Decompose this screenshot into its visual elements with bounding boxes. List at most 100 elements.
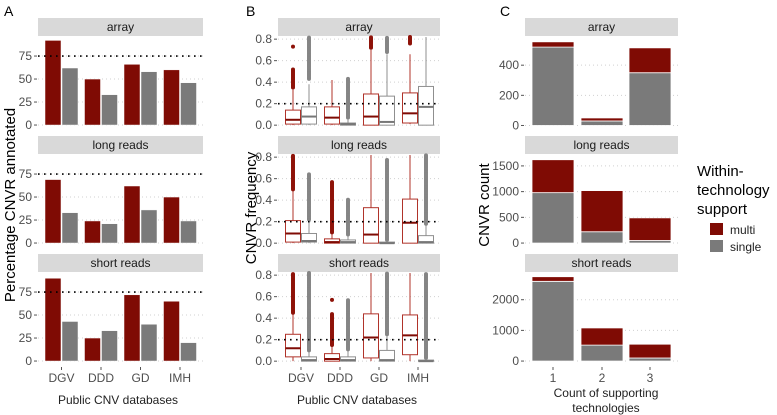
outlier-point-multi (291, 67, 295, 72)
x-tick-label: 1 (550, 371, 557, 385)
y-tick-label: 50 (19, 308, 33, 322)
x-tick-label: DGV (48, 371, 74, 385)
y-tick-label: 200 (499, 88, 519, 102)
bar-single (101, 330, 118, 362)
outlier-point-multi (369, 35, 373, 40)
outlier-point-single (385, 35, 389, 40)
y-tick-label: 0.6 (255, 290, 272, 304)
box-single (379, 349, 395, 362)
bar-multi (123, 64, 141, 126)
facet-strip-label: long reads (573, 138, 629, 152)
facet-strip (525, 254, 678, 272)
y-tick-label: 0 (25, 118, 32, 132)
panel-a-y-axis-title: Percentage CNVR annotated (2, 108, 19, 302)
facet-strip (38, 18, 203, 36)
stacked-bar-multi (531, 159, 575, 194)
bar-multi (123, 294, 141, 362)
y-tick-label: 0 (25, 354, 32, 368)
y-tick-label: 0.0 (255, 354, 272, 368)
y-tick-label: 400 (499, 58, 519, 72)
y-tick-label: 25 (19, 331, 33, 345)
stacked-bar-single (628, 357, 672, 362)
box-single (301, 232, 317, 243)
x-tick-label: 3 (647, 371, 654, 385)
facet-strip-label: array (588, 20, 615, 34)
bar-multi (163, 69, 180, 126)
facet-strip-label: array (345, 20, 372, 34)
box-multi (324, 353, 340, 362)
bar-single (140, 323, 158, 362)
box-multi (363, 207, 379, 244)
outlier-point-single (346, 197, 350, 202)
x-tick-label: DGV (288, 371, 314, 385)
y-tick-label: 50 (19, 190, 33, 204)
bar-single (140, 209, 158, 244)
bar-single (101, 223, 118, 244)
y-tick-label: 0 (25, 236, 32, 250)
box-single (301, 106, 317, 125)
stacked-bar-single (580, 344, 624, 362)
box-multi (363, 93, 379, 126)
stacked-bar-single (628, 72, 672, 126)
outlier-point-single (346, 76, 350, 81)
y-tick-label: 75 (19, 49, 33, 63)
y-tick-label: 0.4 (255, 311, 272, 325)
panel-label-a: A (4, 3, 14, 19)
facet-strip (278, 254, 440, 272)
stacked-bar-multi (580, 190, 624, 233)
bar-multi (44, 277, 62, 362)
facet-strip (38, 136, 203, 154)
facet-strip-label: long reads (331, 138, 387, 152)
bar-multi (84, 78, 101, 126)
box-multi (402, 92, 418, 124)
panel-a-x-axis-title: Public CNV databases (58, 393, 178, 407)
facet-strip-label: short reads (571, 256, 631, 270)
box-multi (363, 313, 379, 359)
y-tick-label: 0.2 (255, 97, 272, 111)
bar-single (61, 67, 79, 126)
legend-swatch-multi (710, 223, 723, 235)
outlier-point-single (307, 271, 311, 275)
y-tick-label: 0.2 (255, 333, 272, 347)
bar-multi (44, 40, 62, 126)
y-tick-label: 1500 (492, 159, 519, 173)
legend-title-line1: Within- (697, 163, 744, 180)
panel-b: array 0.0 0.2 0.4 0.6 0.8 long reads 0.0 0.2 0.4 0… (255, 18, 440, 385)
legend-label-multi: multi (730, 223, 755, 237)
x-tick-label: DDD (327, 371, 353, 385)
bar-multi (44, 179, 62, 244)
x-tick-label: GD (132, 371, 150, 385)
box-single (340, 356, 356, 362)
y-tick-label: 50 (19, 72, 33, 86)
box-multi (324, 106, 340, 125)
bar-single (61, 212, 79, 244)
facet-strip-label: array (107, 20, 134, 34)
facet-strip (525, 136, 678, 154)
stacked-bar-multi (628, 217, 672, 241)
legend-title-line3: support (697, 201, 748, 218)
box-single (301, 356, 317, 362)
bar-multi (123, 185, 141, 244)
box-multi (324, 238, 340, 244)
x-tick-label: 2 (599, 371, 606, 385)
outlier-point-single (385, 271, 389, 276)
y-tick-label: 0.6 (255, 54, 272, 68)
outlier-point-multi (330, 180, 334, 185)
stacked-bar-single (531, 46, 575, 126)
bar-single (101, 94, 118, 126)
panel-a: array 0 25 50 75 long reads 0 25 50 75 short reads… (19, 18, 203, 385)
outlier-point-single (307, 172, 311, 177)
outlier-point-multi (330, 312, 334, 317)
facet-strip (278, 18, 440, 36)
outlier-point-single (307, 35, 311, 40)
box-single (418, 85, 434, 126)
box-multi (285, 333, 301, 358)
y-tick-label: 25 (19, 95, 33, 109)
y-tick-label: 0.0 (255, 236, 272, 250)
box-single (418, 235, 434, 244)
stacked-bar-multi (531, 41, 575, 48)
stacked-bar-single (580, 231, 624, 244)
y-tick-label: 0.2 (255, 215, 272, 229)
y-tick-label: 75 (19, 167, 33, 181)
